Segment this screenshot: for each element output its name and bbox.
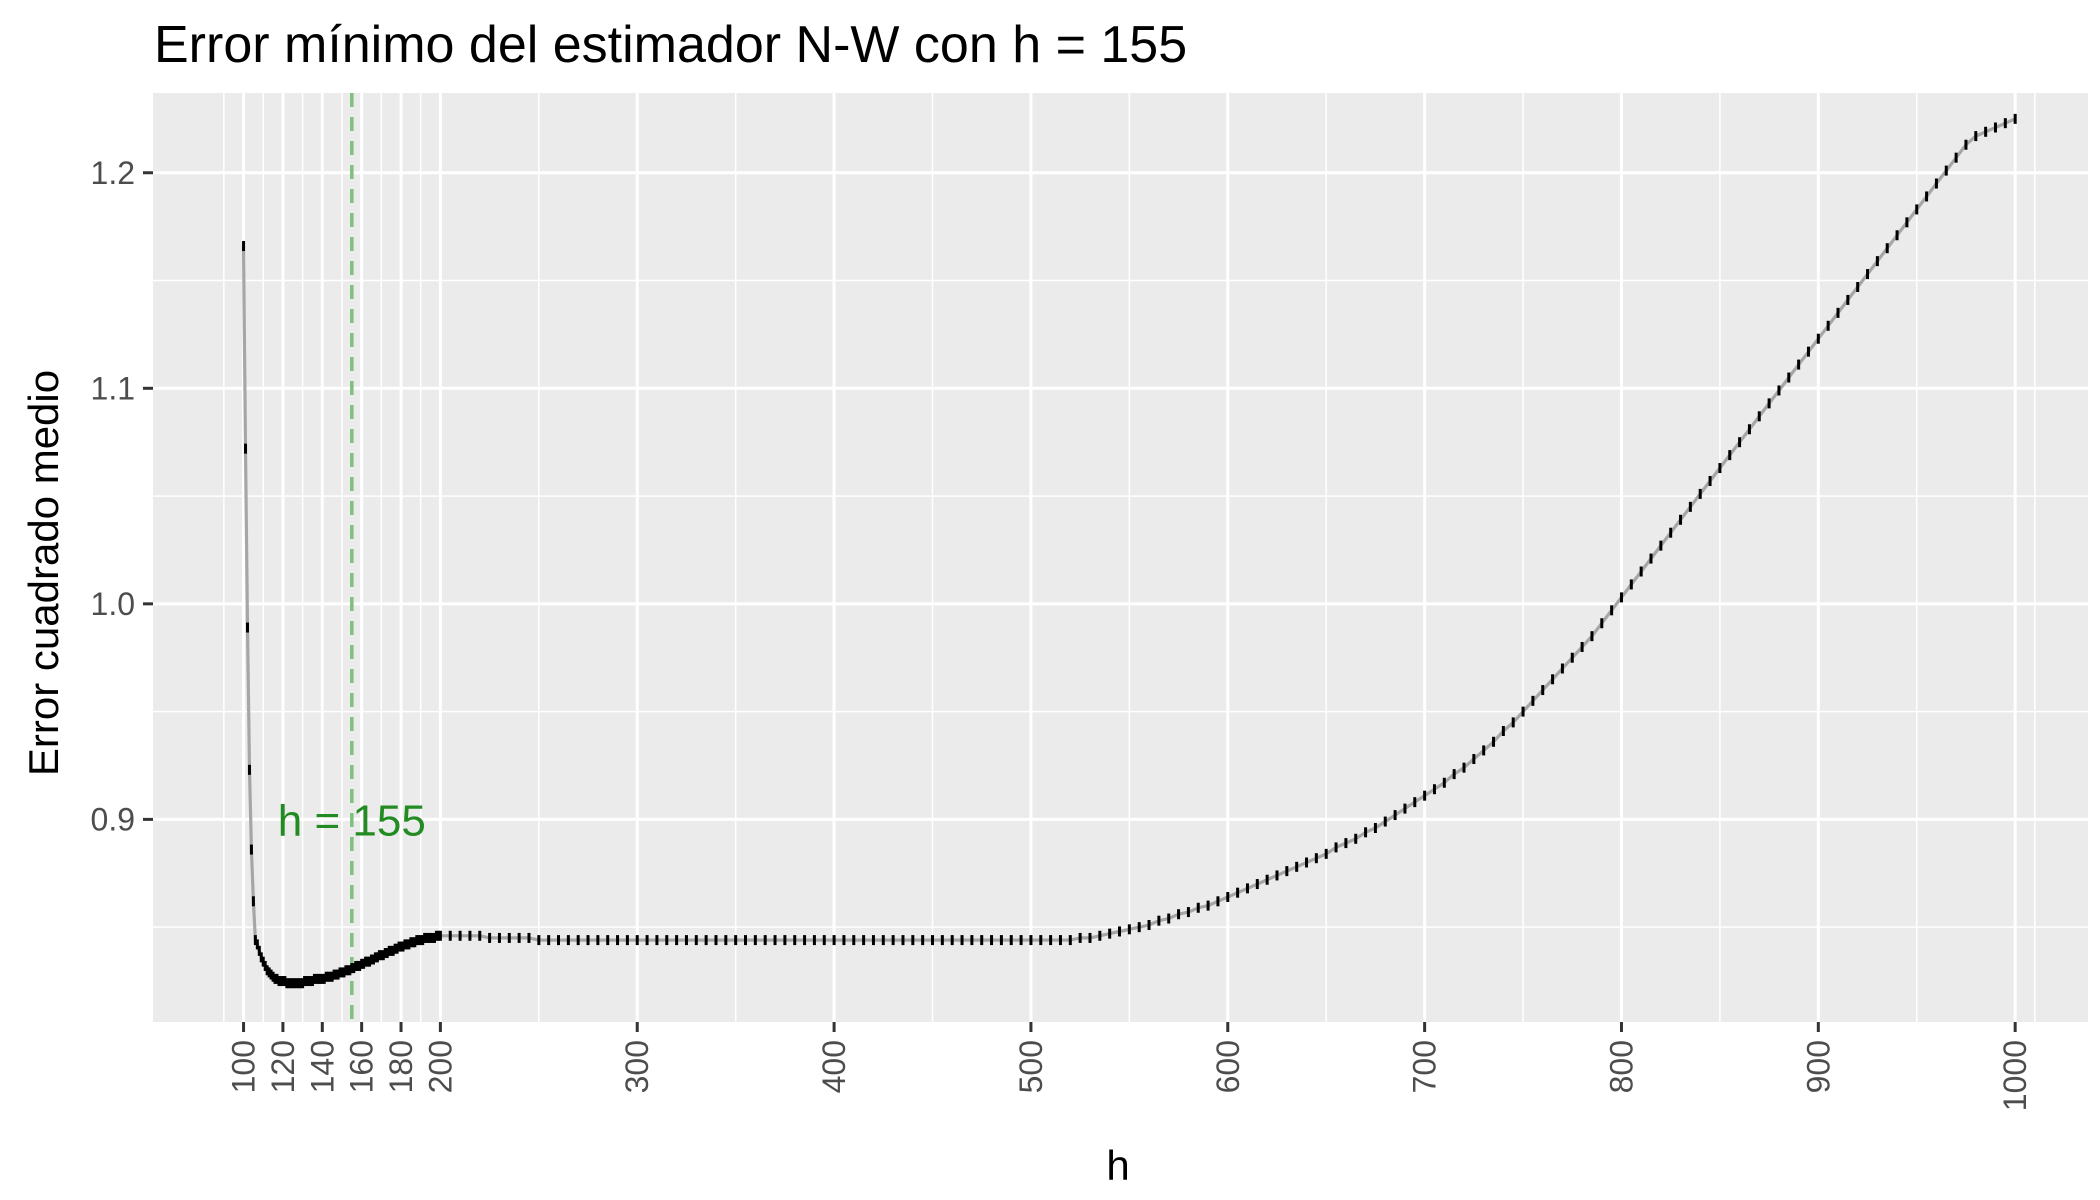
x-tick-label: 300 xyxy=(619,1040,655,1093)
x-tick-label: 100 xyxy=(226,1040,262,1093)
y-axis-title: Error cuadrado medio xyxy=(20,370,67,776)
x-tick-label: 160 xyxy=(344,1040,380,1093)
data-points xyxy=(242,113,2017,989)
y-tick-label: 1.1 xyxy=(91,370,135,406)
reference-label: h = 155 xyxy=(278,796,426,845)
x-tick-label: 900 xyxy=(1800,1040,1836,1093)
y-tick-label: 0.9 xyxy=(91,801,135,837)
x-tick-label: 140 xyxy=(304,1040,340,1093)
x-tick-label: 200 xyxy=(422,1040,458,1093)
x-tick-label: 1000 xyxy=(1997,1040,2033,1111)
x-tick-label: 600 xyxy=(1210,1040,1246,1093)
y-tick-label: 1.0 xyxy=(91,586,135,622)
y-axis: 0.9 1.0 1.1 1.2 xyxy=(91,155,153,837)
major-gridlines xyxy=(153,93,2088,1022)
x-axis-title: h xyxy=(1106,1142,1129,1189)
x-tick-label: 180 xyxy=(383,1040,419,1093)
x-axis: 100 120 140 160 180 200 300 400 500 600 700 800 900 1… xyxy=(226,1022,2033,1111)
x-tick-label: 800 xyxy=(1603,1040,1639,1093)
x-tick-label: 700 xyxy=(1407,1040,1443,1093)
x-tick-label: 500 xyxy=(1013,1040,1049,1093)
y-tick-label: 1.2 xyxy=(91,155,135,191)
plot-panel xyxy=(153,93,2088,1022)
x-tick-label: 120 xyxy=(265,1040,301,1093)
minor-gridlines xyxy=(153,93,2088,1022)
chart-title: Error mínimo del estimador N-W con h = 1… xyxy=(154,16,1187,74)
x-tick-label: 400 xyxy=(816,1040,852,1093)
